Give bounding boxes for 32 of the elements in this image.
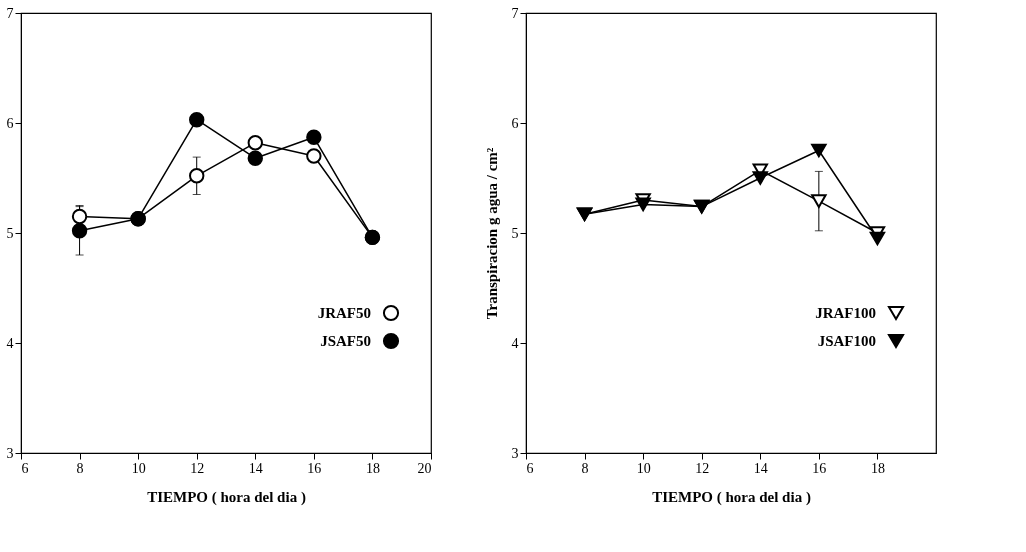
y-tick-label: 4 <box>6 335 14 351</box>
x-tick-label: 8 <box>581 460 589 476</box>
y-tick-label: 3 <box>511 445 519 461</box>
y-tick-label: 3 <box>6 445 14 461</box>
y-axis-title: Transpiracion g agua / cm² <box>483 147 500 320</box>
x-tick-label: 12 <box>190 460 205 476</box>
legend-label: JSAF50 <box>320 333 371 349</box>
x-axis-title: TIEMPO ( hora del dia ) <box>652 488 811 506</box>
y-tick-label: 6 <box>6 115 14 131</box>
x-tick-label: 12 <box>695 460 710 476</box>
y-tick-label: 5 <box>6 225 14 241</box>
x-tick-label: 8 <box>76 460 84 476</box>
x-tick-label: 18 <box>870 460 885 476</box>
legend-label: JSAF100 <box>817 333 876 349</box>
y-tick-label: 7 <box>6 5 14 21</box>
y-tick-label: 5 <box>511 225 519 241</box>
x-tick-label: 6 <box>526 460 534 476</box>
y-tick-label: 6 <box>511 115 519 131</box>
x-tick-label: 10 <box>131 460 146 476</box>
x-tick-label: 14 <box>248 460 263 476</box>
x-tick-label: 14 <box>753 460 768 476</box>
legend-label: JRAF50 <box>317 305 371 321</box>
x-tick-label: 16 <box>307 460 322 476</box>
x-tick-label: 6 <box>21 460 29 476</box>
x-tick-label: 16 <box>812 460 827 476</box>
x-tick-label: 18 <box>365 460 380 476</box>
y-tick-label: 4 <box>511 335 519 351</box>
x-tick-label: 20 <box>417 460 432 476</box>
x-tick-label: 10 <box>636 460 651 476</box>
legend-label: JRAF100 <box>815 305 876 321</box>
x-axis-title: TIEMPO ( hora del dia ) <box>147 488 306 506</box>
y-tick-label: 7 <box>511 5 519 21</box>
